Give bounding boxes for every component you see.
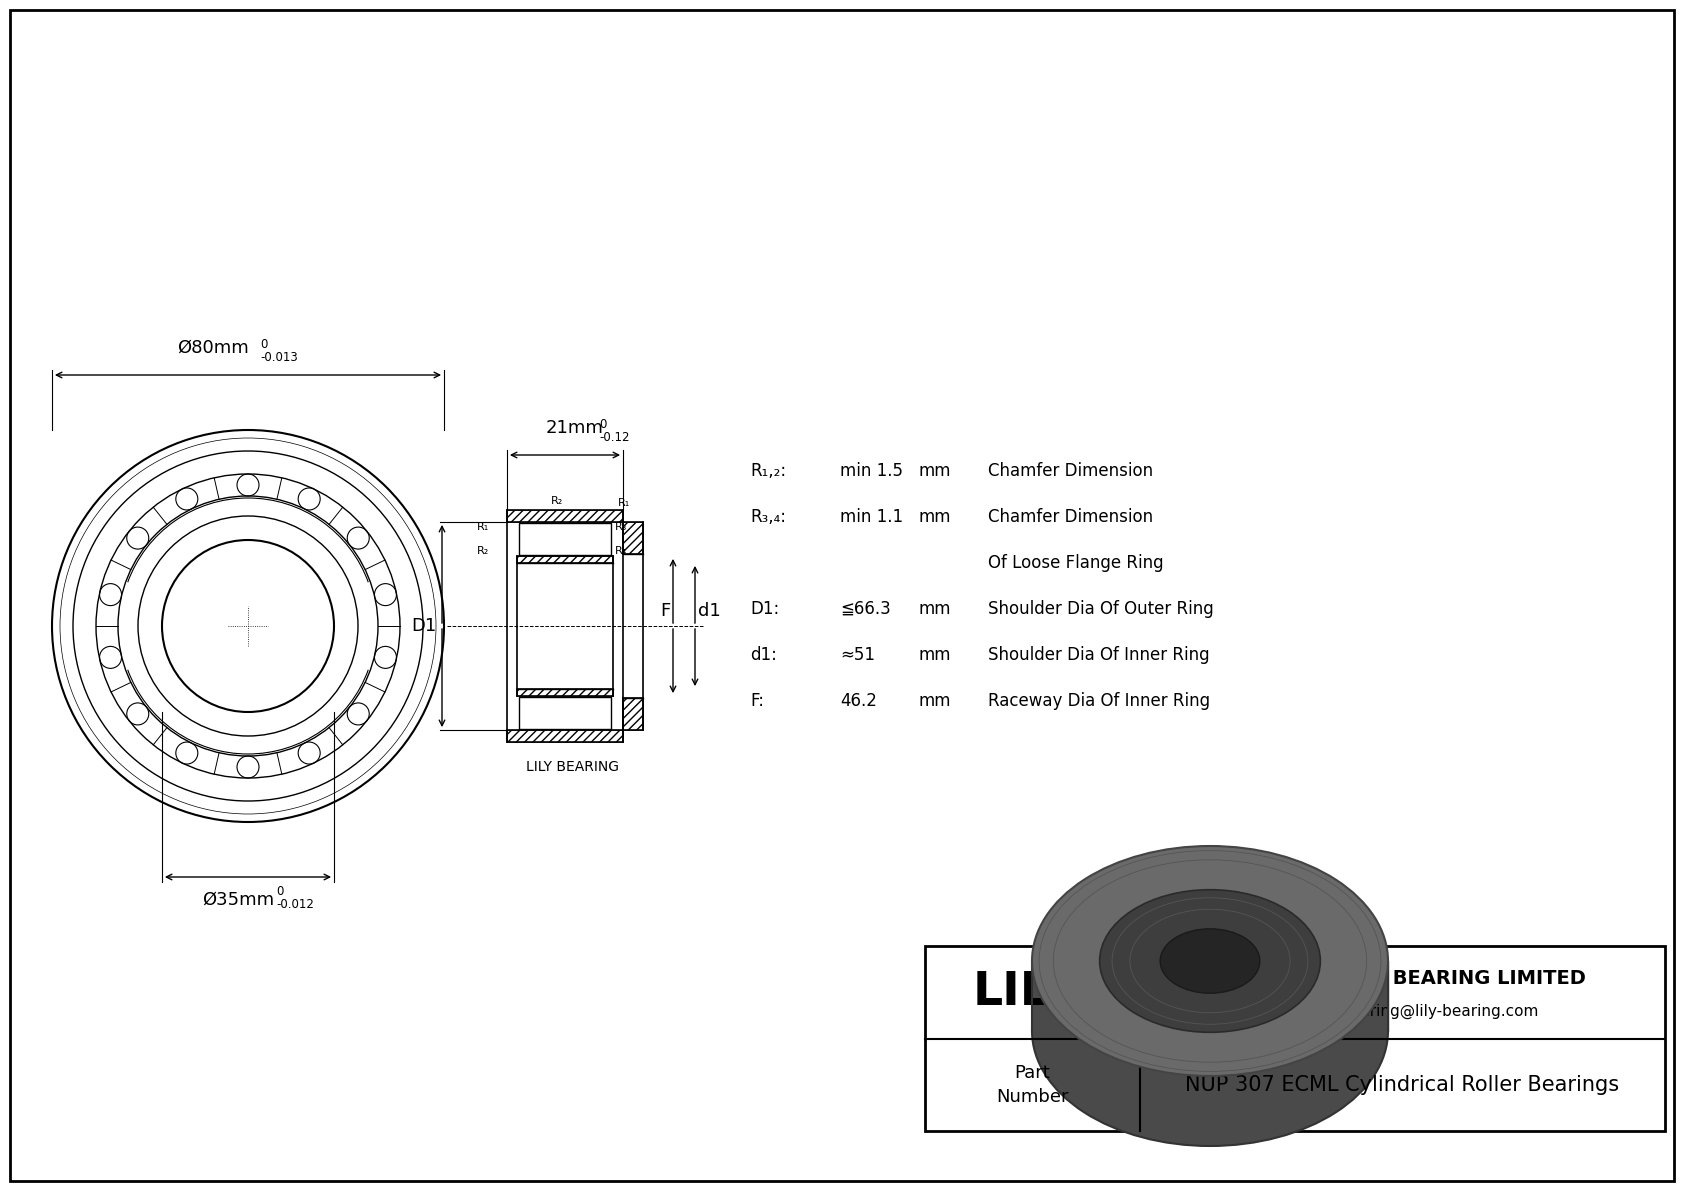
Text: -0.013: -0.013 bbox=[259, 351, 298, 364]
Polygon shape bbox=[517, 556, 613, 563]
Text: D1:: D1: bbox=[749, 600, 780, 618]
Text: NUP 307 ECML Cylindrical Roller Bearings: NUP 307 ECML Cylindrical Roller Bearings bbox=[1186, 1075, 1620, 1095]
Text: R₄: R₄ bbox=[615, 545, 626, 556]
Text: R₂: R₂ bbox=[551, 495, 562, 506]
Text: Email: lilybearing@lily-bearing.com: Email: lilybearing@lily-bearing.com bbox=[1266, 1004, 1537, 1018]
Text: 0: 0 bbox=[276, 885, 283, 898]
Text: R₂: R₂ bbox=[477, 545, 488, 556]
Bar bbox=[925, 946, 1665, 1131]
Polygon shape bbox=[517, 690, 613, 696]
Text: mm: mm bbox=[918, 692, 950, 710]
Text: d1: d1 bbox=[697, 601, 721, 621]
Text: mm: mm bbox=[918, 646, 950, 665]
Text: Shoulder Dia Of Outer Ring: Shoulder Dia Of Outer Ring bbox=[989, 600, 1214, 618]
Text: R₁,₂:: R₁,₂: bbox=[749, 462, 786, 480]
Text: R₁: R₁ bbox=[477, 522, 488, 532]
Text: Chamfer Dimension: Chamfer Dimension bbox=[989, 462, 1154, 480]
Ellipse shape bbox=[1032, 916, 1388, 1146]
Text: 21mm: 21mm bbox=[546, 419, 605, 437]
Text: mm: mm bbox=[918, 509, 950, 526]
Ellipse shape bbox=[1160, 929, 1260, 993]
Text: Ø80mm: Ø80mm bbox=[177, 339, 249, 357]
Text: d1:: d1: bbox=[749, 646, 776, 665]
Text: R₃: R₃ bbox=[615, 522, 628, 532]
Text: SHANGHAI LILY BEARING LIMITED: SHANGHAI LILY BEARING LIMITED bbox=[1219, 969, 1585, 989]
Text: Raceway Dia Of Inner Ring: Raceway Dia Of Inner Ring bbox=[989, 692, 1211, 710]
Text: mm: mm bbox=[918, 462, 950, 480]
Text: ®: ® bbox=[1076, 961, 1093, 979]
Text: 0: 0 bbox=[259, 338, 268, 351]
Polygon shape bbox=[623, 698, 643, 730]
Polygon shape bbox=[507, 510, 623, 522]
Text: -0.012: -0.012 bbox=[276, 898, 313, 911]
Text: ≈51: ≈51 bbox=[840, 646, 876, 665]
Text: min 1.1: min 1.1 bbox=[840, 509, 903, 526]
Text: 0: 0 bbox=[600, 418, 606, 431]
Text: F: F bbox=[660, 601, 670, 621]
Text: -0.12: -0.12 bbox=[600, 431, 630, 444]
Text: Ø35mm: Ø35mm bbox=[202, 891, 274, 909]
Text: mm: mm bbox=[918, 600, 950, 618]
Text: LILY: LILY bbox=[972, 969, 1076, 1015]
Text: LILY BEARING: LILY BEARING bbox=[527, 760, 620, 774]
Text: min 1.5: min 1.5 bbox=[840, 462, 903, 480]
Text: Of Loose Flange Ring: Of Loose Flange Ring bbox=[989, 554, 1164, 572]
Text: 46.2: 46.2 bbox=[840, 692, 877, 710]
Text: ≦66.3: ≦66.3 bbox=[840, 600, 891, 618]
Text: R₁: R₁ bbox=[618, 498, 630, 509]
Text: Chamfer Dimension: Chamfer Dimension bbox=[989, 509, 1154, 526]
Text: Shoulder Dia Of Inner Ring: Shoulder Dia Of Inner Ring bbox=[989, 646, 1209, 665]
Text: R₃,₄:: R₃,₄: bbox=[749, 509, 786, 526]
Polygon shape bbox=[623, 522, 643, 554]
Ellipse shape bbox=[1100, 890, 1320, 1033]
Polygon shape bbox=[1032, 961, 1388, 1031]
Text: F:: F: bbox=[749, 692, 765, 710]
Ellipse shape bbox=[1032, 846, 1388, 1075]
Text: Part
Number: Part Number bbox=[997, 1064, 1069, 1106]
Text: D1: D1 bbox=[411, 617, 436, 635]
Polygon shape bbox=[507, 730, 623, 742]
